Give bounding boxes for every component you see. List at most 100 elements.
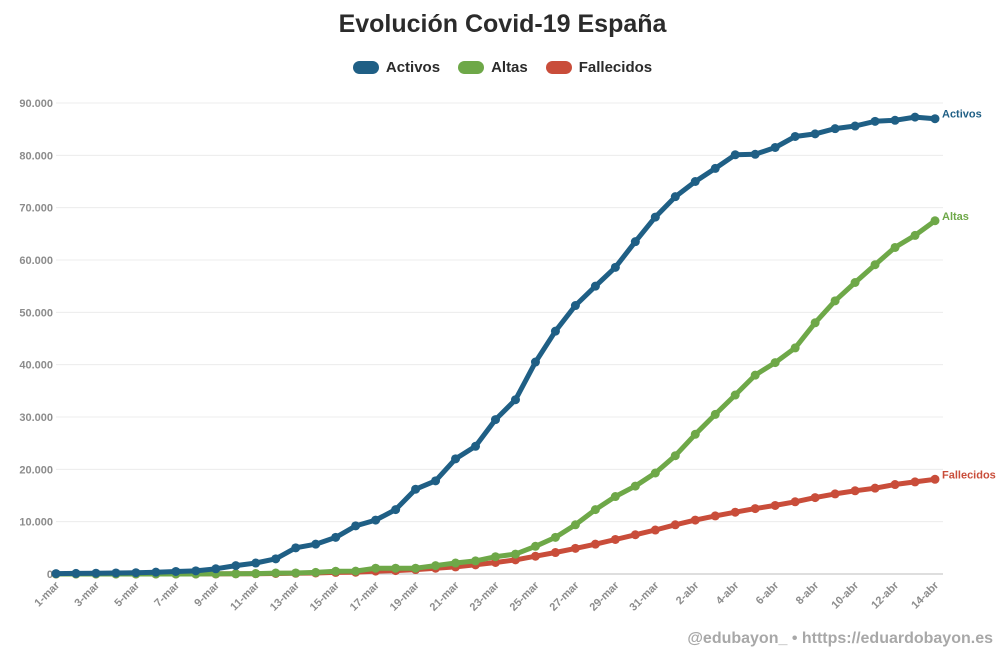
data-point-altas [930,216,940,226]
data-point-activos [411,484,421,494]
legend-swatch-altas [458,61,485,74]
data-point-altas [850,278,860,288]
data-point-activos [91,568,101,578]
legend-swatch-activos [352,61,379,74]
y-tick-label: 0 [47,569,53,581]
legend-swatch-fallecidos [545,61,572,74]
data-point-altas [710,409,720,419]
data-point-activos [131,568,141,578]
legend: Activos Altas Fallecidos [0,59,1005,76]
x-tick-label: 9-mar [192,579,222,609]
data-point-altas [311,567,321,577]
data-point-fallecidos [930,474,940,484]
data-point-fallecidos [850,486,860,496]
data-point-altas [590,505,600,515]
series-line-activos [53,114,938,577]
data-point-altas [910,230,920,240]
data-point-altas [371,563,381,573]
data-point-activos [790,131,800,141]
x-tick-label: 6-abr [754,579,782,607]
data-point-activos [830,124,840,134]
data-point-altas [331,566,341,576]
data-point-altas [690,429,700,439]
data-point-activos [291,543,301,553]
footer-credit: @edubayon_ • htttps://eduardobayon.es [687,630,993,647]
data-point-fallecidos [590,539,600,549]
x-tick-label: 29-mar [587,579,622,614]
data-point-activos [910,112,920,122]
x-tick-label: 4-abr [714,579,742,607]
x-tick-label: 27-mar [548,579,583,614]
data-point-activos [510,395,520,405]
data-point-altas [790,343,800,353]
data-point-altas [750,370,760,380]
data-point-activos [690,177,700,186]
y-tick-label: 60.000 [19,255,53,267]
y-tick-label: 70.000 [19,203,53,215]
data-point-altas [231,569,241,579]
data-point-activos [630,237,640,247]
data-point-fallecidos [710,511,720,521]
x-tick-label: 5-mar [112,579,142,609]
x-tick-label: 21-mar [428,579,463,614]
data-point-altas [870,260,880,270]
x-tick-label: 31-mar [627,579,662,614]
data-point-altas [491,552,500,562]
data-point-activos [650,212,660,222]
legend-item-activos[interactable]: Activos [352,59,440,76]
data-point-activos [750,149,760,159]
data-point-activos [191,566,201,576]
data-point-activos [351,521,361,531]
x-tick-label: 3-mar [72,579,102,609]
data-point-activos [211,564,221,574]
x-tick-label: 17-mar [348,579,383,614]
data-point-fallecidos [790,497,800,507]
legend-item-altas[interactable]: Altas [458,59,528,76]
data-point-activos [231,561,241,571]
y-tick-label: 50.000 [19,307,53,319]
data-point-activos [590,281,600,291]
x-tick-label: 2-abr [674,579,702,607]
data-point-activos [111,568,121,578]
data-point-altas [411,563,421,573]
x-tick-label: 12-abr [869,579,901,611]
data-point-altas [391,563,401,573]
data-point-altas [630,481,640,491]
data-point-activos [530,357,540,367]
data-point-altas [351,566,361,576]
data-point-fallecidos [530,551,540,561]
data-point-activos [850,121,860,131]
data-point-activos [331,532,341,542]
legend-item-fallecidos[interactable]: Fallecidos [545,59,652,76]
data-point-activos [770,142,780,152]
data-point-fallecidos [650,525,660,535]
y-tick-label: 90.000 [19,98,53,110]
data-point-fallecidos [750,504,760,514]
end-label-fallecidos: Fallecidos [942,469,996,481]
data-point-altas [251,569,261,579]
x-tick-label: 1-mar [32,579,62,609]
y-tick-label: 30.000 [19,412,53,424]
y-tick-label: 40.000 [19,360,53,372]
x-tick-label: 7-mar [152,579,182,609]
data-point-activos [930,114,940,124]
chart-title: Evolución Covid-19 España [338,10,667,38]
x-tick-label: 23-mar [468,579,503,614]
data-point-activos [890,115,900,125]
x-tick-label: 10-abr [829,579,861,611]
data-point-fallecidos [550,548,560,558]
data-point-fallecidos [670,520,680,530]
data-point-altas [271,568,281,578]
data-point-altas [730,390,740,400]
data-point-altas [770,358,780,368]
data-point-activos [870,116,880,126]
data-point-fallecidos [570,543,580,553]
y-tick-label: 10.000 [19,517,53,529]
data-point-altas [810,318,820,328]
x-tick-label: 13-mar [268,579,303,614]
data-point-activos [311,539,321,549]
data-point-altas [550,532,560,542]
data-point-activos [431,476,441,486]
data-point-fallecidos [630,530,640,540]
